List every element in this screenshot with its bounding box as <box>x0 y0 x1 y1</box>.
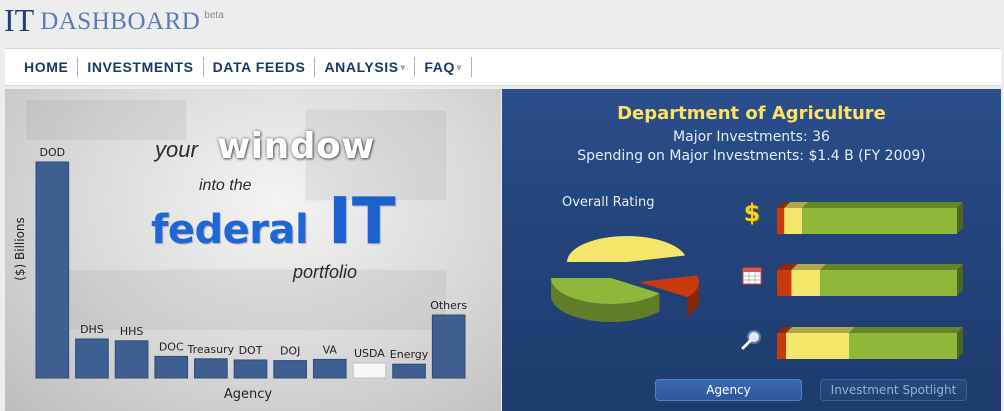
rating-bar-yellow <box>786 333 849 359</box>
agency-title: Department of Agriculture <box>617 103 886 124</box>
bar-label: HHS <box>120 325 144 338</box>
chevron-down-icon: ▿ <box>456 62 462 72</box>
spending-text: Spending on Major Investments: $1.4 B (F… <box>577 148 926 164</box>
tagline-into: into the <box>199 177 252 194</box>
major-investments-text: Major Investments: 36 <box>673 129 830 145</box>
rating-bar-red-top <box>777 327 792 333</box>
tagline-window: window <box>217 126 375 167</box>
nav-faq[interactable]: FAQ ▿ <box>415 57 472 77</box>
bar-label: VA <box>323 343 338 356</box>
y-axis-label: ($) Billions <box>13 217 27 281</box>
logo-dashboard: DASHBOARD <box>40 8 201 35</box>
rating-bar-green <box>802 208 957 234</box>
bar-dot <box>233 359 268 379</box>
nav-data-feeds[interactable]: DATA FEEDS <box>204 57 316 77</box>
tagline-your: your <box>155 137 198 162</box>
tab-investment-spotlight[interactable]: Investment Spotlight <box>820 379 967 401</box>
bar-label: Others <box>430 299 467 312</box>
bar-label: DOC <box>159 340 184 353</box>
tagline-it: IT <box>328 185 396 259</box>
spending-bar-chart: DOD DHS HHS DOC Treasury DOT DOJ VA USDA Energy Ot… <box>13 146 467 402</box>
nav-home-label: HOME <box>24 59 69 75</box>
bar-energy <box>392 363 426 379</box>
pie-slice-green-side <box>551 278 660 322</box>
nav-investments-label: INVESTMENTS <box>87 59 194 75</box>
rating-bar-yellow <box>784 208 803 234</box>
bar-label: DHS <box>80 323 104 336</box>
magnifier-icon <box>740 327 764 351</box>
bar-hhs <box>114 340 149 379</box>
bar-label: USDA <box>354 347 385 360</box>
pie-slice-yellow <box>567 236 686 262</box>
bar-va <box>312 358 347 379</box>
nav-data-feeds-label: DATA FEEDS <box>212 59 306 75</box>
nav-investments[interactable]: INVESTMENTS <box>78 57 204 77</box>
rating-bar-red-top <box>777 202 791 208</box>
bar-label: Treasury <box>187 343 235 356</box>
bar-doc <box>154 355 189 379</box>
hero-banner: DOD DHS HHS DOC Treasury DOT DOJ VA USDA Energy Ot… <box>5 89 1001 411</box>
rating-bar-red <box>777 333 786 359</box>
agency-detail-panel: Department of Agriculture Major Investme… <box>502 89 1001 411</box>
rating-bar-red-top <box>777 264 798 270</box>
pie-slice-red-side <box>687 282 699 316</box>
bar-label: Energy <box>390 348 429 361</box>
x-axis-label: Agency <box>224 387 273 402</box>
rating-bar-yellow-top <box>791 264 827 270</box>
rating-bar-green-top <box>849 327 963 333</box>
rating-bar-red <box>777 208 785 234</box>
rating-bar-yellow-top <box>784 202 809 208</box>
pie-slice-red <box>639 275 699 298</box>
main-nav: HOME INVESTMENTS DATA FEEDS ANALYSIS ▿ FA… <box>5 48 1001 86</box>
rating-bar-green <box>849 333 957 359</box>
rating-bar-end <box>957 327 963 359</box>
bar-treasury <box>194 358 228 379</box>
rating-bar-end <box>957 202 963 234</box>
background-graphic <box>25 99 187 141</box>
rating-bar-red <box>777 270 792 296</box>
background-graphic <box>305 109 447 201</box>
bar-doj <box>273 360 307 379</box>
rating-bar-green-top <box>802 202 963 208</box>
nav-home[interactable]: HOME <box>15 57 79 77</box>
rating-bar-green-top <box>820 264 963 270</box>
logo-it: IT <box>4 2 35 38</box>
bar-label: DOD <box>40 146 66 159</box>
beta-badge: beta <box>204 10 224 21</box>
rating-bar-end <box>957 264 963 296</box>
bar-label: DOJ <box>280 345 300 358</box>
dollar-icon: $ <box>743 199 761 227</box>
tagline-federal: federal <box>151 207 309 253</box>
nav-analysis[interactable]: ANALYSIS ▿ <box>315 57 416 77</box>
rating-bar-yellow-top <box>786 327 855 333</box>
tab-agency[interactable]: Agency <box>655 379 802 401</box>
site-logo[interactable]: IT DASHBOARD beta <box>4 2 224 38</box>
bar-others <box>431 314 466 379</box>
calendar-icon <box>740 264 764 288</box>
overall-rating-label: Overall Rating <box>562 195 655 210</box>
bar-label: DOT <box>239 344 263 357</box>
bar-dhs <box>75 338 109 379</box>
pie-slice-green <box>551 278 660 304</box>
nav-faq-label: FAQ <box>424 59 455 75</box>
bar-dod <box>35 161 70 379</box>
chevron-down-icon: ▿ <box>400 62 406 72</box>
rating-bar-green <box>820 270 957 296</box>
background-graphic <box>65 269 447 331</box>
rating-bar-yellow <box>791 270 821 296</box>
agency-spending-chart-panel: DOD DHS HHS DOC Treasury DOT DOJ VA USDA Energy Ot… <box>5 89 501 411</box>
nav-analysis-label: ANALYSIS <box>324 59 399 75</box>
overall-rating-pie <box>551 202 963 359</box>
bar-usda <box>352 362 387 379</box>
tagline-portfolio: portfolio <box>293 262 358 282</box>
